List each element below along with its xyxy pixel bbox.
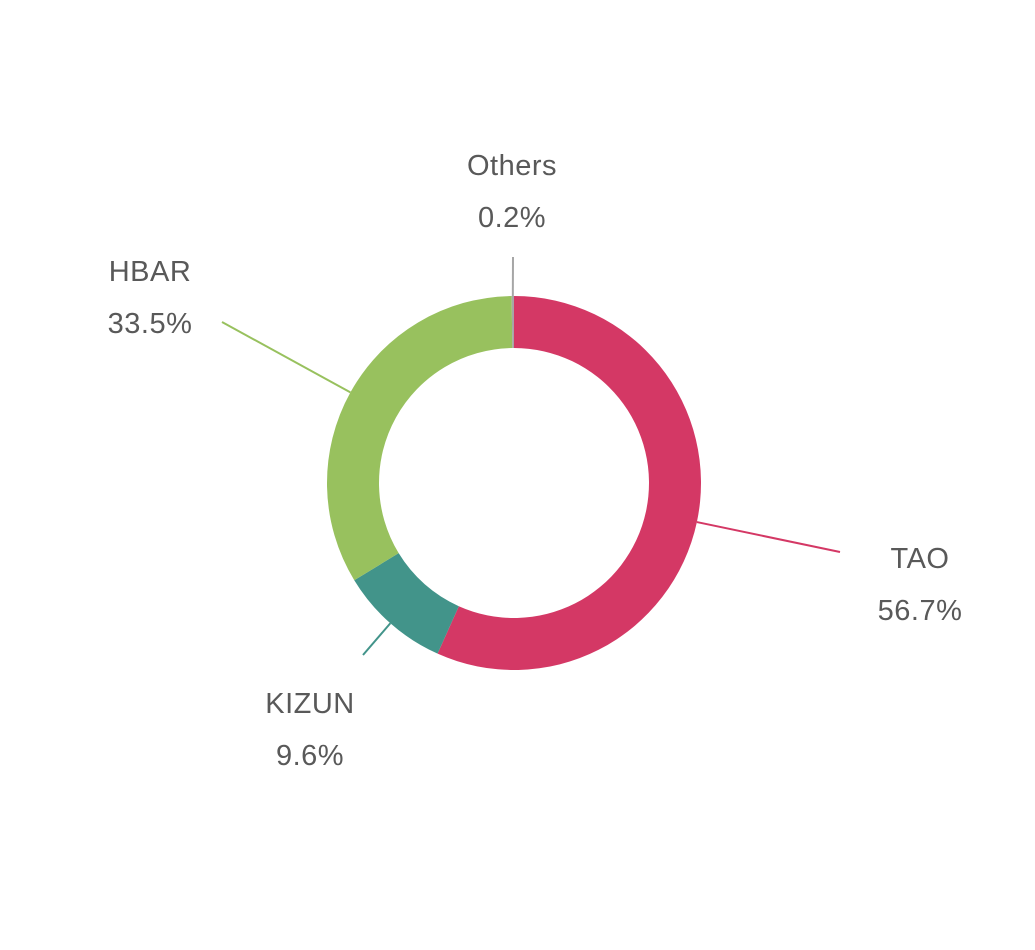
leader-line-tao xyxy=(697,522,840,552)
slice-value-others: 0.2% xyxy=(478,202,546,234)
slice-label-kizun: KIZUN xyxy=(265,688,355,720)
slice-hbar xyxy=(327,296,512,580)
slice-group xyxy=(327,296,701,670)
slice-value-kizun: 9.6% xyxy=(276,740,344,772)
slice-value-tao: 56.7% xyxy=(878,595,963,627)
slice-value-hbar: 33.5% xyxy=(108,308,193,340)
slice-label-tao: TAO xyxy=(891,543,950,575)
label-group: TAO 56.7% KIZUN 9.6% HBAR 33.5% Others 0.2% xyxy=(108,150,963,772)
leader-line-kizun xyxy=(363,623,390,655)
slice-label-others: Others xyxy=(467,150,557,182)
leader-line-hbar xyxy=(222,322,350,392)
slice-label-hbar: HBAR xyxy=(109,256,192,288)
